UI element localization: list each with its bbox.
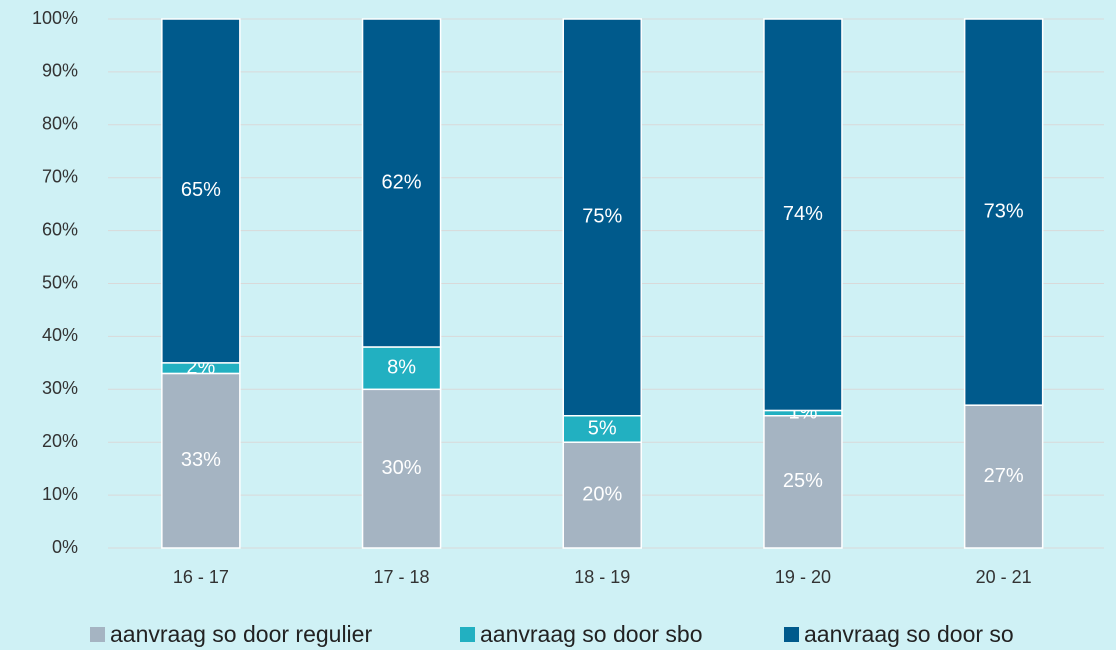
data-label: 73%	[984, 200, 1024, 222]
bar-segment	[562, 18, 642, 417]
x-tick-label: 20 - 21	[976, 567, 1032, 587]
data-label: 30%	[382, 457, 422, 479]
legend-swatch	[90, 627, 105, 642]
data-label: 8%	[387, 356, 416, 378]
y-tick-label: 60%	[42, 219, 78, 239]
data-label: 62%	[382, 171, 422, 193]
bar-segment	[361, 346, 442, 391]
legend-swatch	[460, 627, 475, 642]
bar-segment	[562, 415, 642, 443]
bar-segment	[361, 18, 442, 348]
legend-label: aanvraag so door regulier	[110, 621, 372, 647]
y-tick-label: 20%	[42, 431, 78, 451]
y-tick-label: 80%	[42, 114, 78, 134]
y-tick-label: 10%	[42, 484, 78, 504]
x-tick-label: 19 - 20	[775, 567, 831, 587]
bar-segment	[562, 441, 642, 549]
data-label: 27%	[984, 465, 1024, 487]
legend-swatch	[784, 627, 799, 642]
y-tick-label: 0%	[52, 537, 78, 557]
bar-segment	[763, 415, 843, 549]
x-tick-label: 16 - 17	[173, 567, 229, 587]
data-label: 74%	[783, 203, 823, 225]
legend-label: aanvraag so door so	[804, 621, 1014, 647]
x-tick-label: 17 - 18	[374, 567, 430, 587]
y-tick-label: 50%	[42, 272, 78, 292]
bar-segment	[361, 388, 442, 549]
bar-segment	[161, 18, 241, 364]
x-tick-label: 18 - 19	[574, 567, 630, 587]
data-label: 25%	[783, 470, 823, 492]
data-label: 5%	[588, 417, 617, 439]
legend-label: aanvraag so door sbo	[480, 621, 703, 647]
y-tick-label: 90%	[42, 61, 78, 81]
data-label: 33%	[181, 449, 221, 471]
bar-segment	[963, 404, 1044, 549]
y-tick-label: 30%	[42, 378, 78, 398]
y-tick-label: 40%	[42, 325, 78, 345]
bar-segment	[763, 18, 843, 412]
y-tick-label: 70%	[42, 166, 78, 186]
data-label: 65%	[181, 179, 221, 201]
data-label: 20%	[582, 483, 622, 505]
y-tick-label: 100%	[32, 8, 78, 28]
data-label: 75%	[582, 206, 622, 228]
bar-segment	[161, 372, 241, 549]
bar-segment	[963, 18, 1044, 406]
